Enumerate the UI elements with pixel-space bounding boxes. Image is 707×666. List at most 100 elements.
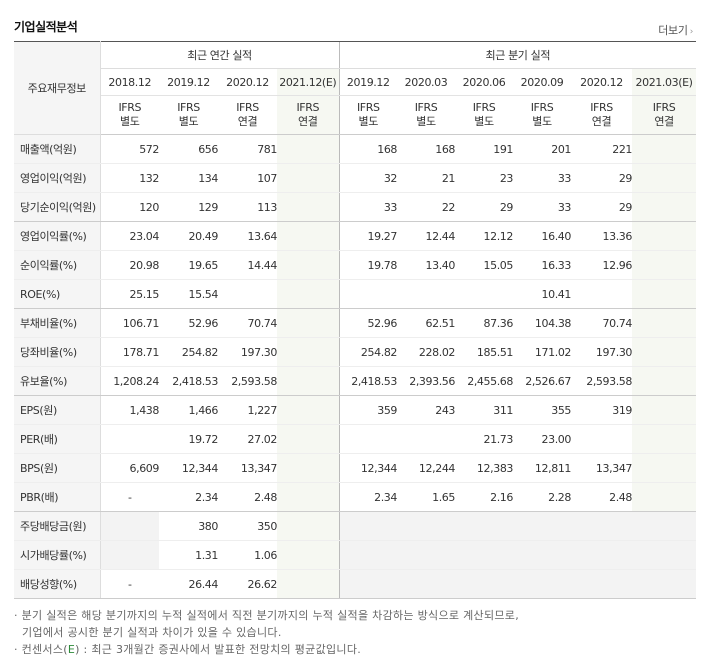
quarter-accounting-standard: IFRS 연결 [632,95,697,135]
quarter-accounting-standard: IFRS 별도 [338,95,398,135]
standard-name: IFRS [177,101,200,114]
table-row: 부채비율(%) 106.71 52.96 70.74 52.96 62.51 87.36 10… [14,308,697,338]
table-row: PER(배) 19.72 27.02 21.73 23.00 [14,424,697,454]
annual-accounting-standard: IFRS 연결 [277,95,340,135]
standard-name: IFRS [356,101,380,114]
standard-basis: 연결 [298,115,318,128]
annual-value-cell: 1,438 [100,395,159,425]
annual-period-header: 2018.12 [100,68,159,96]
annual-value-cell: 197.30 [218,337,277,367]
quarter-value-cell [338,424,398,454]
quarter-value-cell: 2,393.56 [397,366,456,396]
footnote-1-cont: 기업에서 공시한 분기 실적과 차이가 있을 수 있습니다. [22,626,282,639]
annual-value-cell: 13.64 [218,221,277,251]
chevron-right-icon: › [689,27,694,37]
more-link-label[interactable]: 더보기 [658,24,688,37]
quarter-value-cell: 12,344 [338,453,398,483]
standard-name: IFRS [296,101,320,114]
quarter-value-cell: 185.51 [455,337,514,367]
quarter-value-cell [455,279,514,309]
quarter-value-cell [571,569,633,599]
annual-value-cell [277,134,340,164]
annual-value-cell: 2.34 [159,482,218,512]
annual-value-cell: 23.04 [100,221,159,251]
annual-value-cell [100,511,159,541]
quarter-value-cell: 311 [455,395,514,425]
quarter-value-cell [632,279,697,309]
annual-period-header: 2020.12 [218,68,277,96]
quarter-value-cell [397,569,456,599]
quarter-value-cell: 197.30 [571,337,633,367]
quarter-value-cell: 2.16 [455,482,514,512]
footnote-2-pre: 컨센서스( [21,643,68,656]
annual-value-cell: 12,344 [159,453,218,483]
quarter-value-cell: 359 [338,395,398,425]
row-label: 주당배당금(원) [14,511,101,541]
quarter-value-cell: 221 [571,134,633,164]
quarter-value-cell [338,540,398,570]
standard-basis: 별도 [358,115,379,128]
row-label: 영업이익률(%) [14,221,101,251]
quarter-value-cell: 19.27 [338,221,398,251]
quarter-value-cell: 33 [513,163,572,193]
quarter-group-header: 최근 분기 실적 [338,41,697,69]
quarter-value-cell [397,511,456,541]
quarter-value-cell: 2.48 [571,482,633,512]
quarter-value-cell: 2,593.58 [571,366,633,396]
annual-value-cell [277,192,340,222]
annual-value-cell [277,453,340,483]
footnote-2-post: ) : 최근 3개월간 증권사에서 발표한 전망치의 평균값입니다. [75,643,362,656]
annual-value-cell: 25.15 [100,279,159,309]
annual-value-cell: 350 [218,511,277,541]
quarter-value-cell: 171.02 [513,337,572,367]
annual-value-cell: 19.65 [159,250,218,280]
quarter-value-cell [513,511,572,541]
quarter-period-header: 2020.12 [571,68,633,96]
table-row: BPS(원) 6,609 12,344 13,347 12,344 12,244 12,38… [14,453,697,483]
annual-value-cell: 6,609 [100,453,159,483]
quarter-value-cell: 33 [513,192,572,222]
annual-value-cell: 132 [100,163,159,193]
annual-group-header: 최근 연간 실적 [100,41,340,69]
annual-value-cell [277,511,340,541]
row-label: 당좌비율(%) [14,337,101,367]
footnotes: · 분기 실적은 해당 분기까지의 누적 실적에서 직전 분기까지의 누적 실적… [14,607,696,658]
footnote-2-estimate-mark: E [67,643,76,656]
annual-value-cell [277,424,340,454]
table-row: 영업이익(억원) 132 134 107 32 21 23 33 29 [14,163,697,193]
row-label: 배당성향(%) [14,569,101,599]
annual-value-cell: 781 [218,134,277,164]
annual-value-cell: 1.31 [159,540,218,570]
quarter-value-cell: 12.96 [571,250,633,280]
quarter-period-header: 2020.06 [455,68,514,96]
quarter-value-cell [632,134,697,164]
quarter-value-cell [632,308,697,338]
quarter-value-cell: 1.65 [397,482,456,512]
row-label: ROE(%) [14,279,101,309]
table-row: 순이익률(%) 20.98 19.65 14.44 19.78 13.40 15.05 16.… [14,250,697,280]
quarter-value-cell: 29 [571,163,633,193]
quarter-value-cell: 13.40 [397,250,456,280]
row-label: 매출액(억원) [14,134,101,164]
annual-value-cell: 129 [159,192,218,222]
quarter-value-cell [571,511,633,541]
group-header-row: 주요재무정보 최근 연간 실적 최근 분기 실적 [14,41,697,135]
annual-value-cell: 14.44 [218,250,277,280]
quarter-value-cell: 228.02 [397,337,456,367]
annual-value-cell [277,395,340,425]
more-link[interactable]: 더보기 › [658,22,693,38]
quarter-accounting-standard: IFRS 별도 [513,95,572,135]
quarter-value-cell: 10.41 [513,279,572,309]
annual-value-cell: 113 [218,192,277,222]
panel-header: 기업실적분석 더보기 › [14,16,696,38]
annual-value-cell: 572 [100,134,159,164]
annual-value-cell: 26.62 [218,569,277,599]
quarter-value-cell [632,192,697,222]
quarter-value-cell: 254.82 [338,337,398,367]
quarter-value-cell: 29 [455,192,514,222]
table-row: EPS(원) 1,438 1,466 1,227 359 243 311 355 319 [14,395,697,425]
quarter-value-cell: 32 [338,163,398,193]
quarter-value-cell: 21.73 [455,424,514,454]
annual-value-cell: - [100,482,159,512]
standard-basis: 별도 [120,115,140,128]
